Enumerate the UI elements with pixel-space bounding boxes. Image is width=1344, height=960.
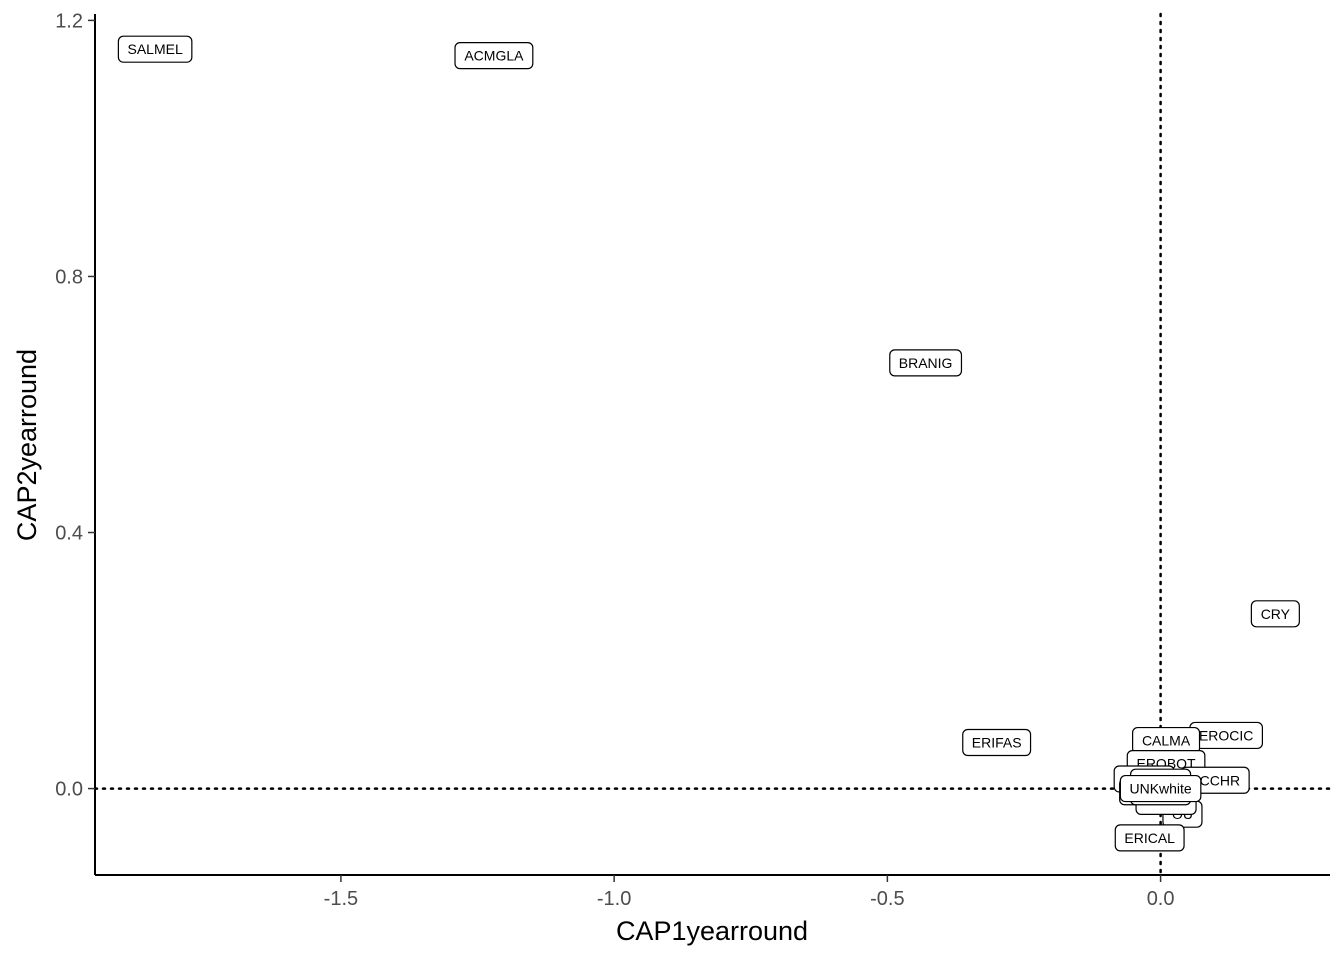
x-tick-label: -0.5 <box>870 888 904 910</box>
y-tick-label: 0.4 <box>55 523 83 545</box>
point-label-text: CRY <box>1261 606 1291 622</box>
axes <box>94 14 1330 876</box>
point-labels: SALMEL ACMGLA BRANIG CRY ERIFAS EROCIC CALMA ER… <box>117 35 1300 852</box>
x-axis-title: CAP1yearround <box>616 916 808 946</box>
point-label-box <box>117 35 193 63</box>
point-label-box <box>1119 774 1202 803</box>
point-label-text: ERICAL <box>1124 830 1175 846</box>
y-tick-label: 0.0 <box>55 779 83 801</box>
y-axis-title: CAP2yearround <box>12 349 42 541</box>
point-label: EROCIC <box>1189 721 1263 750</box>
point-label: CALMA <box>1132 726 1201 755</box>
point-label: BRANIG <box>889 349 963 377</box>
point-label-text: ECCHR <box>1190 772 1240 788</box>
y-tick-label: 1.2 <box>55 10 83 32</box>
x-tick-label: 0.0 <box>1147 888 1175 910</box>
point-label-text: ERIFAS <box>972 734 1022 750</box>
x-tick-label: -1.0 <box>597 888 631 910</box>
point-label-box <box>454 42 534 70</box>
y-tick-label: 0.8 <box>55 266 83 288</box>
point-label: SALMEL <box>117 35 193 63</box>
point-label-box <box>889 349 963 377</box>
reference-lines <box>93 12 1332 877</box>
point-label-box <box>1114 824 1185 852</box>
point-label-text: EROCIC <box>1199 727 1253 743</box>
x-tick-label: -1.5 <box>324 888 358 910</box>
point-label-box <box>1250 600 1300 628</box>
point-label-box <box>962 728 1032 757</box>
point-label-text: SALMEL <box>127 41 182 57</box>
point-label: UNKwhite <box>1119 774 1202 803</box>
point-label-text: BRANIG <box>899 355 953 371</box>
point-label-text: ACMGLA <box>464 48 524 64</box>
y-ticks: 0.0 0.4 0.8 1.2 <box>55 10 95 801</box>
point-label: CRY <box>1250 600 1300 628</box>
point-label-text: CALMA <box>1142 733 1191 749</box>
x-ticks: -1.5 -1.0 -0.5 0.0 <box>324 875 1175 910</box>
point-label-text: UNKwhite <box>1129 781 1191 797</box>
point-label: ACMGLA <box>454 42 534 70</box>
point-label: ERICAL <box>1114 824 1185 852</box>
point-label: ERIFAS <box>962 728 1032 757</box>
